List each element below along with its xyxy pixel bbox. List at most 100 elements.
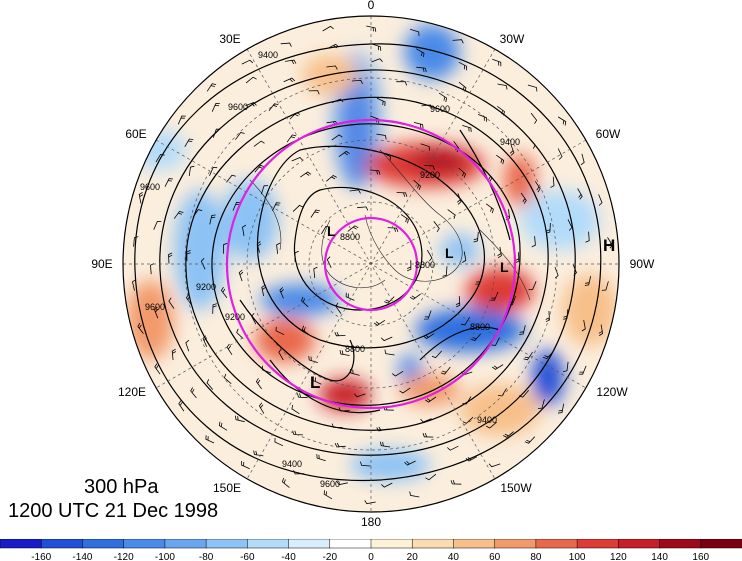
wind-barb bbox=[164, 178, 174, 187]
wind-barb bbox=[132, 279, 137, 291]
wind-barb bbox=[313, 266, 318, 278]
wind-barb bbox=[528, 281, 537, 291]
longitude-label-90w: 90W bbox=[630, 257, 655, 271]
wind-barb bbox=[557, 403, 565, 414]
wind-barb bbox=[413, 122, 424, 129]
contour-label: 9600 bbox=[430, 104, 450, 114]
wind-barb bbox=[154, 363, 161, 375]
colorbar-swatch bbox=[576, 539, 620, 549]
wind-barb bbox=[241, 59, 254, 65]
wind-barb bbox=[177, 115, 186, 125]
wind-barb bbox=[578, 365, 587, 375]
colorbar-swatch bbox=[82, 539, 125, 549]
wind-barb bbox=[275, 326, 285, 336]
wind-barb bbox=[200, 258, 206, 270]
wind-barb bbox=[338, 150, 350, 158]
wind-barb bbox=[400, 214, 409, 224]
wind-barb bbox=[447, 445, 459, 451]
valid-time-label: 1200 UTC 21 Dec 1998 bbox=[8, 500, 219, 522]
colorbar-tick-label: -40 bbox=[281, 552, 296, 561]
wind-barb bbox=[413, 179, 421, 190]
wind-barb bbox=[450, 480, 462, 485]
wind-barb bbox=[220, 286, 228, 298]
wind-barb bbox=[433, 220, 440, 233]
colorbar-tick-label: 160 bbox=[692, 552, 709, 561]
contour-label: 9400 bbox=[477, 415, 497, 425]
wind-barb bbox=[577, 188, 583, 200]
contour-label-group: 9400 9600 9400 9600 9200 8800 8800 9400 … bbox=[140, 50, 520, 489]
wind-barb bbox=[563, 361, 569, 373]
wind-barb bbox=[351, 79, 363, 85]
wind-barb bbox=[357, 206, 369, 211]
longitude-label-120e: 120E bbox=[118, 385, 146, 399]
wind-barb bbox=[184, 138, 194, 147]
wind-barb bbox=[485, 170, 493, 182]
wind-barb bbox=[598, 324, 604, 336]
contour-label: 8800 bbox=[345, 344, 365, 354]
low-pressure-marker: L bbox=[310, 373, 320, 392]
wind-barb bbox=[292, 204, 304, 212]
wind-barb bbox=[347, 225, 359, 232]
wind-barb bbox=[490, 291, 499, 301]
wind-barb bbox=[366, 25, 377, 32]
wind-barb bbox=[396, 192, 408, 197]
wind-barb bbox=[458, 167, 466, 178]
wind-barb bbox=[206, 83, 217, 92]
wind-barb bbox=[581, 320, 586, 332]
wind-barb bbox=[404, 460, 416, 466]
wind-barb bbox=[245, 76, 257, 84]
wind-barb bbox=[310, 209, 320, 218]
coastlines bbox=[249, 149, 531, 301]
contour-label: 8800 bbox=[470, 322, 490, 332]
wind-barb bbox=[285, 59, 297, 65]
wind-barb bbox=[519, 325, 526, 335]
wind-barb bbox=[168, 252, 173, 264]
wind-barb bbox=[528, 138, 536, 149]
wind-barb bbox=[598, 194, 603, 206]
colorbar-tick-label: -20 bbox=[323, 552, 338, 561]
wind-barb bbox=[520, 192, 527, 204]
wind-barb bbox=[283, 77, 296, 83]
wind-barb bbox=[503, 431, 514, 438]
wind-barb bbox=[396, 81, 408, 86]
wind-barb bbox=[470, 333, 482, 341]
colorbar-swatch bbox=[494, 539, 537, 549]
wind-barb bbox=[251, 312, 257, 325]
wind-barb bbox=[477, 114, 487, 122]
wind-barb bbox=[218, 421, 228, 431]
wind-barb bbox=[420, 143, 430, 151]
wind-barb bbox=[349, 189, 361, 194]
wind-barb bbox=[601, 281, 609, 291]
wind-barb bbox=[186, 250, 191, 261]
longitude-label-30w: 30W bbox=[500, 32, 525, 46]
wind-barb bbox=[462, 416, 474, 424]
height-contours bbox=[134, 43, 602, 482]
wind-barb bbox=[424, 165, 435, 171]
wind-barb bbox=[491, 337, 500, 346]
wind-barb bbox=[212, 303, 217, 314]
wind-barb bbox=[438, 92, 448, 103]
wind-barb bbox=[301, 296, 309, 308]
wind-barb bbox=[154, 306, 159, 319]
contour-label: 9600 bbox=[320, 479, 340, 489]
colorbar-swatch bbox=[329, 539, 372, 549]
wind-barb bbox=[326, 65, 338, 70]
wind-barb bbox=[458, 61, 468, 71]
colorbar-swatch bbox=[700, 539, 742, 549]
wind-barb bbox=[382, 152, 391, 161]
wind-barb bbox=[291, 157, 304, 162]
wind-barb bbox=[354, 393, 366, 398]
wind-barb bbox=[338, 407, 350, 412]
wind-barb bbox=[226, 174, 236, 183]
wind-barb bbox=[531, 236, 536, 248]
wind-barb bbox=[452, 39, 464, 44]
colorbar-tick-label: -160 bbox=[31, 552, 51, 561]
wind-barb bbox=[497, 83, 508, 90]
contour-label: 9600 bbox=[140, 182, 160, 192]
wind-barb bbox=[255, 377, 262, 390]
wind-barb bbox=[292, 430, 303, 436]
low-pressure-marker: L bbox=[445, 245, 454, 261]
colorbar-swatch bbox=[659, 539, 702, 549]
wind-barb bbox=[296, 393, 308, 399]
wind-barb bbox=[491, 364, 504, 370]
